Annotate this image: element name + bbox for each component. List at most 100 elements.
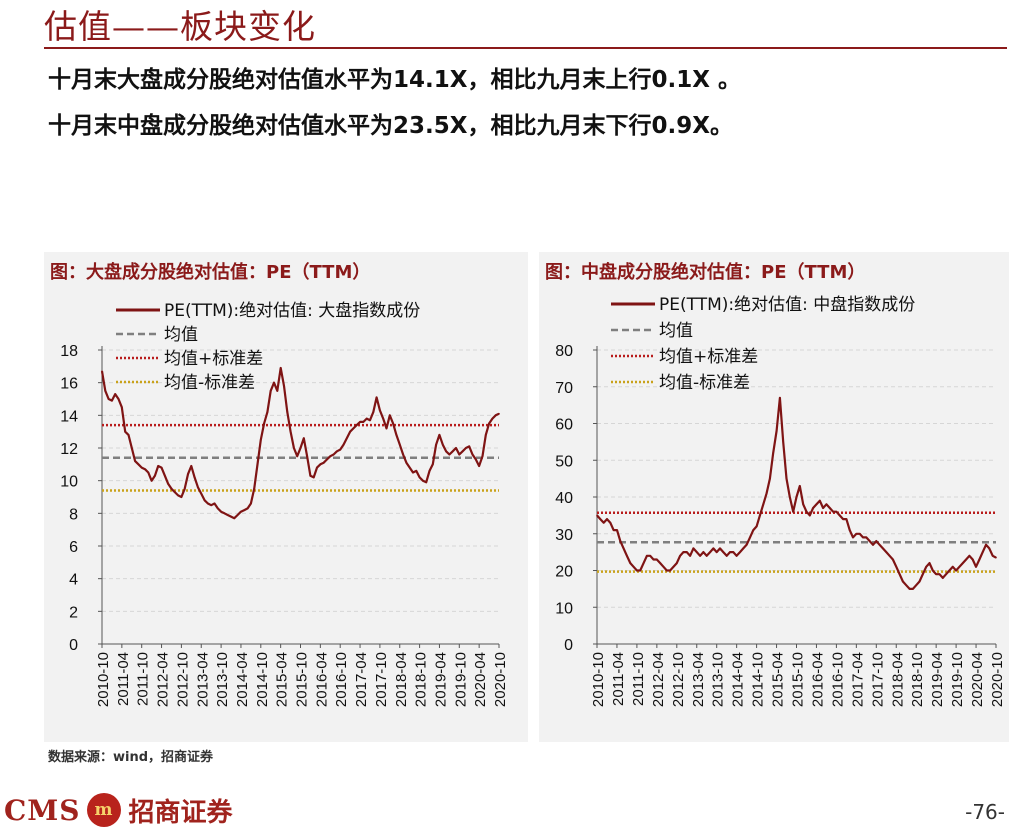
pe-data-point	[269, 390, 272, 392]
pe-data-point	[382, 417, 385, 420]
pe-data-point	[260, 439, 262, 441]
pe-data-point	[672, 566, 675, 568]
pe-data-point	[329, 455, 332, 457]
pe-data-point	[352, 427, 355, 430]
pe-data-point	[692, 547, 695, 550]
pe-data-point	[375, 396, 378, 399]
pe-data-point	[491, 417, 494, 420]
pe-data-point	[809, 514, 811, 517]
pe-data-point	[203, 499, 206, 502]
pe-data-point	[765, 492, 768, 495]
pe-data-point	[626, 555, 628, 557]
pe-data-point	[309, 475, 312, 477]
pe-data-point	[193, 476, 196, 479]
pe-data-point	[213, 502, 216, 505]
title-rule	[44, 47, 1007, 49]
pe-data-point	[845, 518, 848, 520]
page-number: -76-	[965, 800, 1005, 824]
pe-data-point	[263, 422, 265, 425]
pe-data-point	[415, 470, 418, 472]
pe-data-point	[819, 499, 821, 502]
pe-data-point	[902, 580, 904, 583]
pe-data-point	[303, 437, 305, 439]
x-tick-label: 2016-04	[809, 652, 826, 707]
pe-data-point	[392, 422, 394, 425]
pe-data-point	[898, 573, 901, 575]
pe-data-point	[468, 445, 471, 448]
slide-title: 估值——板块变化	[44, 7, 316, 46]
pe-data-point	[422, 479, 424, 482]
pe-data-point	[498, 412, 500, 415]
legend-label: 均值-标准差	[164, 373, 255, 393]
pe-data-point	[339, 448, 342, 451]
pe-data-point	[425, 481, 428, 484]
pe-data-point	[905, 584, 907, 586]
pe-data-point	[197, 486, 199, 488]
y-tick-label: 80	[555, 343, 573, 360]
y-tick-label: 10	[555, 600, 573, 617]
pe-data-point	[755, 525, 758, 528]
pe-data-point	[279, 367, 282, 369]
x-tick-label: 2015-10	[294, 652, 311, 707]
pe-data-point	[365, 417, 368, 420]
pe-data-point	[649, 555, 651, 557]
pe-data-point	[888, 555, 891, 557]
y-tick-label: 18	[60, 343, 78, 360]
legend-label: 均值-标准差	[659, 373, 750, 393]
pe-data-point	[137, 463, 140, 466]
pe-data-point	[170, 488, 173, 490]
x-tick-label: 2011-10	[630, 652, 647, 706]
x-tick-label: 2011-04	[610, 652, 627, 706]
pe-data-point	[346, 437, 348, 439]
pe-data-point	[892, 558, 894, 561]
pe-data-point	[775, 430, 778, 432]
y-tick-label: 30	[555, 527, 573, 544]
pe-data-point	[471, 453, 474, 456]
x-tick-label: 2012-10	[670, 652, 687, 707]
pe-data-point	[402, 453, 404, 456]
pe-data-point	[342, 443, 345, 446]
pe-data-point	[465, 447, 467, 449]
pe-data-point	[792, 510, 794, 513]
x-tick-label: 2011-10	[135, 652, 152, 706]
pe-data-point	[918, 580, 921, 583]
pe-data-point	[355, 424, 358, 426]
pe-data-point	[478, 465, 480, 467]
pe-data-point	[732, 551, 735, 553]
legend-label: PE(TTM):绝对估值: 大盘指数成份	[164, 301, 420, 321]
pe-data-point	[968, 555, 971, 557]
pe-data-point	[612, 529, 615, 531]
pe-data-point	[769, 477, 771, 480]
pe-data-point	[332, 453, 335, 456]
x-tick-label: 2016-10	[829, 652, 846, 707]
pe-data-point	[233, 517, 236, 519]
pe-data-point	[160, 466, 163, 469]
pe-data-point	[485, 434, 487, 436]
pe-data-point	[432, 463, 434, 466]
pe-data-point	[299, 447, 302, 449]
pe-data-point	[207, 502, 209, 505]
pe-data-point	[200, 492, 203, 495]
pe-data-point	[858, 533, 861, 535]
pe-data-point	[878, 544, 881, 546]
x-tick-label: 2012-04	[155, 652, 172, 707]
data-source: 数据来源：wind，招商证券	[48, 750, 214, 765]
pe-data-point	[639, 569, 641, 572]
pe-data-point	[729, 551, 731, 553]
pe-data-point	[785, 477, 788, 480]
pe-data-point	[779, 397, 781, 399]
x-tick-label: 2017-04	[849, 652, 866, 707]
y-tick-label: 0	[69, 637, 78, 654]
y-tick-label: 70	[555, 380, 573, 397]
pe-data-point	[322, 461, 325, 464]
pe-data-point	[389, 414, 391, 417]
pe-data-point	[220, 510, 222, 513]
pe-data-point	[666, 569, 668, 572]
pe-data-point	[180, 496, 183, 498]
pe-data-point	[319, 463, 322, 466]
pe-series-line	[100, 366, 500, 520]
pe-data-point	[752, 529, 755, 531]
pe-data-point	[312, 476, 315, 479]
pe-data-point	[372, 411, 375, 413]
